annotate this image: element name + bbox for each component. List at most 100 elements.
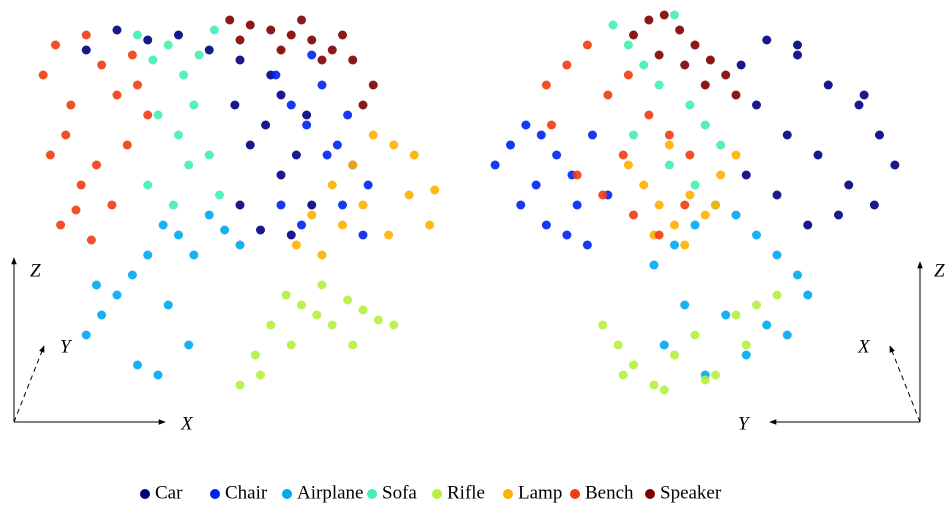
point: [286, 230, 296, 240]
point: [194, 50, 204, 60]
axis-label: Y: [60, 336, 73, 357]
legend-swatch: [645, 489, 655, 499]
point: [772, 290, 782, 300]
point: [890, 160, 900, 170]
point: [664, 130, 674, 140]
axis-label: Z: [30, 260, 41, 281]
point: [215, 190, 224, 200]
point: [608, 20, 618, 30]
point: [51, 40, 60, 50]
point: [38, 70, 48, 80]
point: [307, 35, 317, 45]
point: [639, 60, 649, 70]
point: [670, 10, 679, 20]
point: [384, 230, 394, 240]
point: [700, 375, 710, 385]
point: [45, 150, 55, 160]
point: [598, 190, 608, 200]
point: [92, 160, 101, 170]
point: [685, 100, 695, 110]
point: [404, 190, 414, 200]
point: [143, 250, 153, 260]
point: [230, 100, 240, 110]
point: [623, 70, 633, 80]
point: [368, 80, 378, 90]
point: [317, 80, 327, 90]
point: [389, 140, 399, 150]
point: [363, 180, 373, 190]
point: [741, 170, 751, 180]
point: [705, 55, 715, 65]
point: [204, 150, 214, 160]
point: [281, 290, 291, 300]
point: [782, 130, 792, 140]
point: [302, 110, 312, 120]
point: [209, 25, 219, 35]
point: [271, 70, 281, 80]
point: [358, 100, 368, 110]
point: [869, 200, 879, 210]
point: [71, 205, 81, 215]
point: [261, 120, 271, 130]
point: [112, 290, 122, 300]
point: [358, 230, 368, 240]
point: [256, 370, 265, 380]
point: [174, 130, 183, 140]
point: [629, 30, 638, 40]
point: [700, 120, 710, 130]
point: [291, 240, 301, 250]
point: [66, 100, 76, 110]
point: [266, 320, 276, 330]
point: [680, 200, 690, 210]
point: [220, 225, 230, 235]
point: [312, 310, 322, 320]
legend-label: Speaker: [660, 482, 722, 503]
point: [76, 180, 86, 190]
point: [225, 15, 235, 25]
point: [112, 90, 122, 100]
point: [859, 90, 869, 100]
point: [685, 190, 695, 200]
point: [174, 30, 183, 40]
legend-label: Rifle: [447, 482, 485, 503]
point: [56, 220, 66, 230]
point: [644, 15, 654, 25]
point: [148, 55, 158, 65]
point: [127, 270, 137, 280]
point: [174, 230, 183, 240]
point: [875, 130, 884, 140]
point: [297, 300, 306, 310]
point: [276, 45, 286, 55]
point: [654, 80, 664, 90]
point: [793, 40, 802, 50]
point: [86, 235, 96, 245]
point: [158, 220, 168, 230]
point: [664, 140, 674, 150]
point: [670, 240, 679, 250]
legend-label: Sofa: [382, 482, 417, 503]
point: [854, 100, 864, 110]
point: [506, 140, 515, 150]
point: [276, 170, 286, 180]
point: [762, 320, 772, 330]
point: [521, 120, 531, 130]
point: [516, 200, 526, 210]
point: [536, 130, 546, 140]
point: [700, 210, 710, 220]
point: [81, 30, 91, 40]
point: [834, 210, 843, 220]
point: [649, 380, 659, 390]
point: [644, 110, 654, 120]
point: [659, 340, 669, 350]
point: [741, 350, 751, 360]
point: [153, 370, 163, 380]
point: [297, 220, 306, 230]
point: [588, 130, 597, 140]
legend-swatch: [570, 489, 580, 499]
legend-swatch: [282, 489, 292, 499]
point: [338, 30, 347, 40]
point: [235, 35, 245, 45]
point: [562, 230, 572, 240]
point: [659, 385, 669, 395]
